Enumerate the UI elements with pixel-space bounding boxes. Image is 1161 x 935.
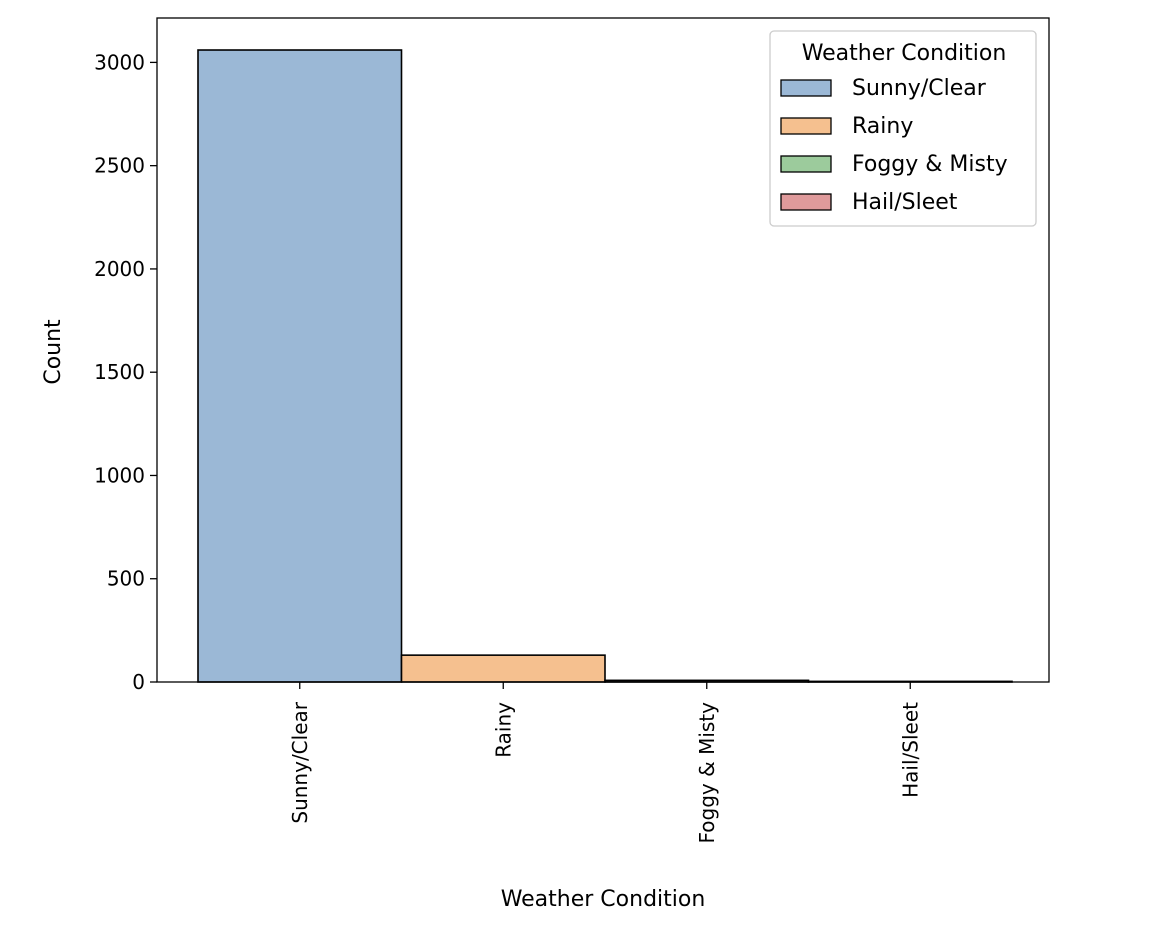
x-tick-label-rainy: Rainy — [491, 702, 515, 758]
y-tick-label: 500 — [107, 567, 145, 591]
legend-swatch-rainy — [780, 117, 832, 135]
legend-title: Weather Condition — [802, 41, 1007, 66]
legend-swatch-sunny-clear — [780, 79, 832, 97]
x-tick-label-foggy-misty: Foggy & Misty — [695, 702, 719, 844]
legend-label-foggy-misty: Foggy & Misty — [852, 152, 1008, 177]
legend: Weather Condition Sunny/Clear Rainy Foggy … — [769, 30, 1037, 227]
x-tick-label-sunny-clear: Sunny/Clear — [288, 701, 312, 823]
legend-label-sunny-clear: Sunny/Clear — [852, 76, 987, 101]
axes-frame — [156, 17, 1050, 683]
legend-label-rainy: Rainy — [852, 114, 913, 139]
y-tick-label: 1500 — [94, 360, 145, 384]
legend-entries: Sunny/Clear Rainy Foggy & Misty Hail/Sleet — [780, 76, 1008, 215]
legend-swatch-foggy-misty — [780, 155, 832, 173]
legend-swatch-hail-sleet — [780, 193, 832, 211]
legend-box — [769, 30, 1037, 227]
y-tick-label: 3000 — [94, 50, 145, 74]
x-axis-ticks: Sunny/Clear Rainy Foggy & Misty Hail/Sleet — [288, 682, 922, 844]
x-axis-label: Weather Condition — [501, 887, 706, 912]
y-tick-label: 2000 — [94, 257, 145, 281]
y-tick-label: 0 — [132, 670, 145, 694]
y-tick-label: 2500 — [94, 154, 145, 178]
x-tick-label-hail-sleet: Hail/Sleet — [898, 702, 922, 798]
y-tick-label: 1000 — [94, 463, 145, 487]
bar-rainy — [400, 654, 606, 683]
legend-label-hail-sleet: Hail/Sleet — [852, 190, 958, 215]
y-axis-label: Count — [41, 319, 66, 385]
y-axis-ticks: 0 500 1000 1500 2000 2500 3000 — [94, 50, 157, 694]
bar-sunny-clear — [197, 49, 403, 683]
